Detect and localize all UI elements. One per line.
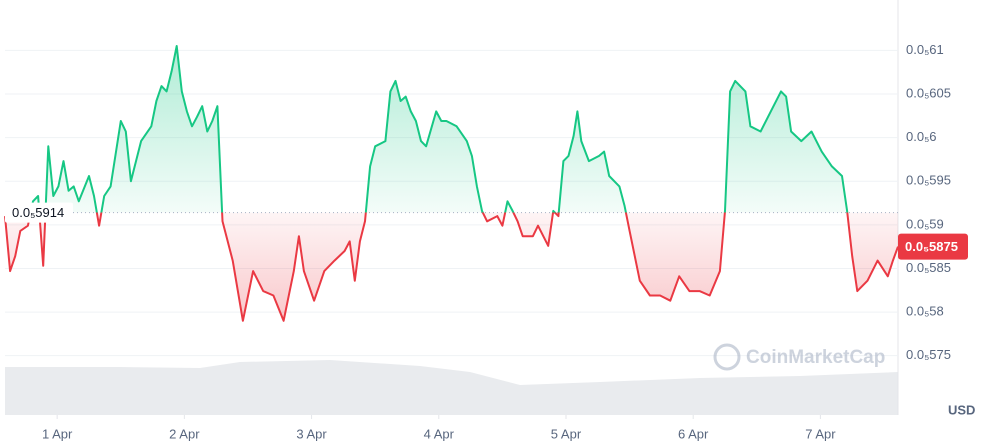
x-tick-label: 2 Apr [169,426,200,441]
x-tick-label: 5 Apr [551,426,582,441]
y-tick-label: 0.0₅585 [906,260,951,275]
y-tick-label: 0.0₅61 [906,42,944,57]
y-tick-label: 0.0₅605 [906,85,951,100]
last-price-label: 0.0₅5875 [898,233,968,260]
watermark-logo [713,343,741,371]
last-price-marker [898,233,968,260]
watermark-text: CoinMarketCap [746,347,885,368]
baseline-label-text: 0.0₅5914 [12,205,64,220]
y-tick-label: 0.0₅595 [906,173,951,188]
currency-label: USD [948,402,975,417]
x-tick-label: 4 Apr [424,426,455,441]
x-tick-label: 3 Apr [296,426,327,441]
price-line [4,45,899,322]
volume-band [5,360,898,415]
x-tick-label: 7 Apr [805,426,836,441]
area-fill [5,46,898,321]
baseline-label-box [5,202,73,223]
y-tick-label: 0.0₅6 [906,129,937,144]
y-tick-label: 0.0₅575 [906,347,951,362]
baseline-label: 0.0₅5914 [5,202,73,223]
x-tick-label: 1 Apr [42,426,73,441]
watermark: CoinMarketCap [713,343,885,371]
y-tick-label: 0.0₅59 [906,216,944,231]
y-tick-label: 0.0₅58 [906,304,944,319]
x-tick-label: 6 Apr [678,426,709,441]
last-price-text: 0.0₅5875 [905,239,958,254]
